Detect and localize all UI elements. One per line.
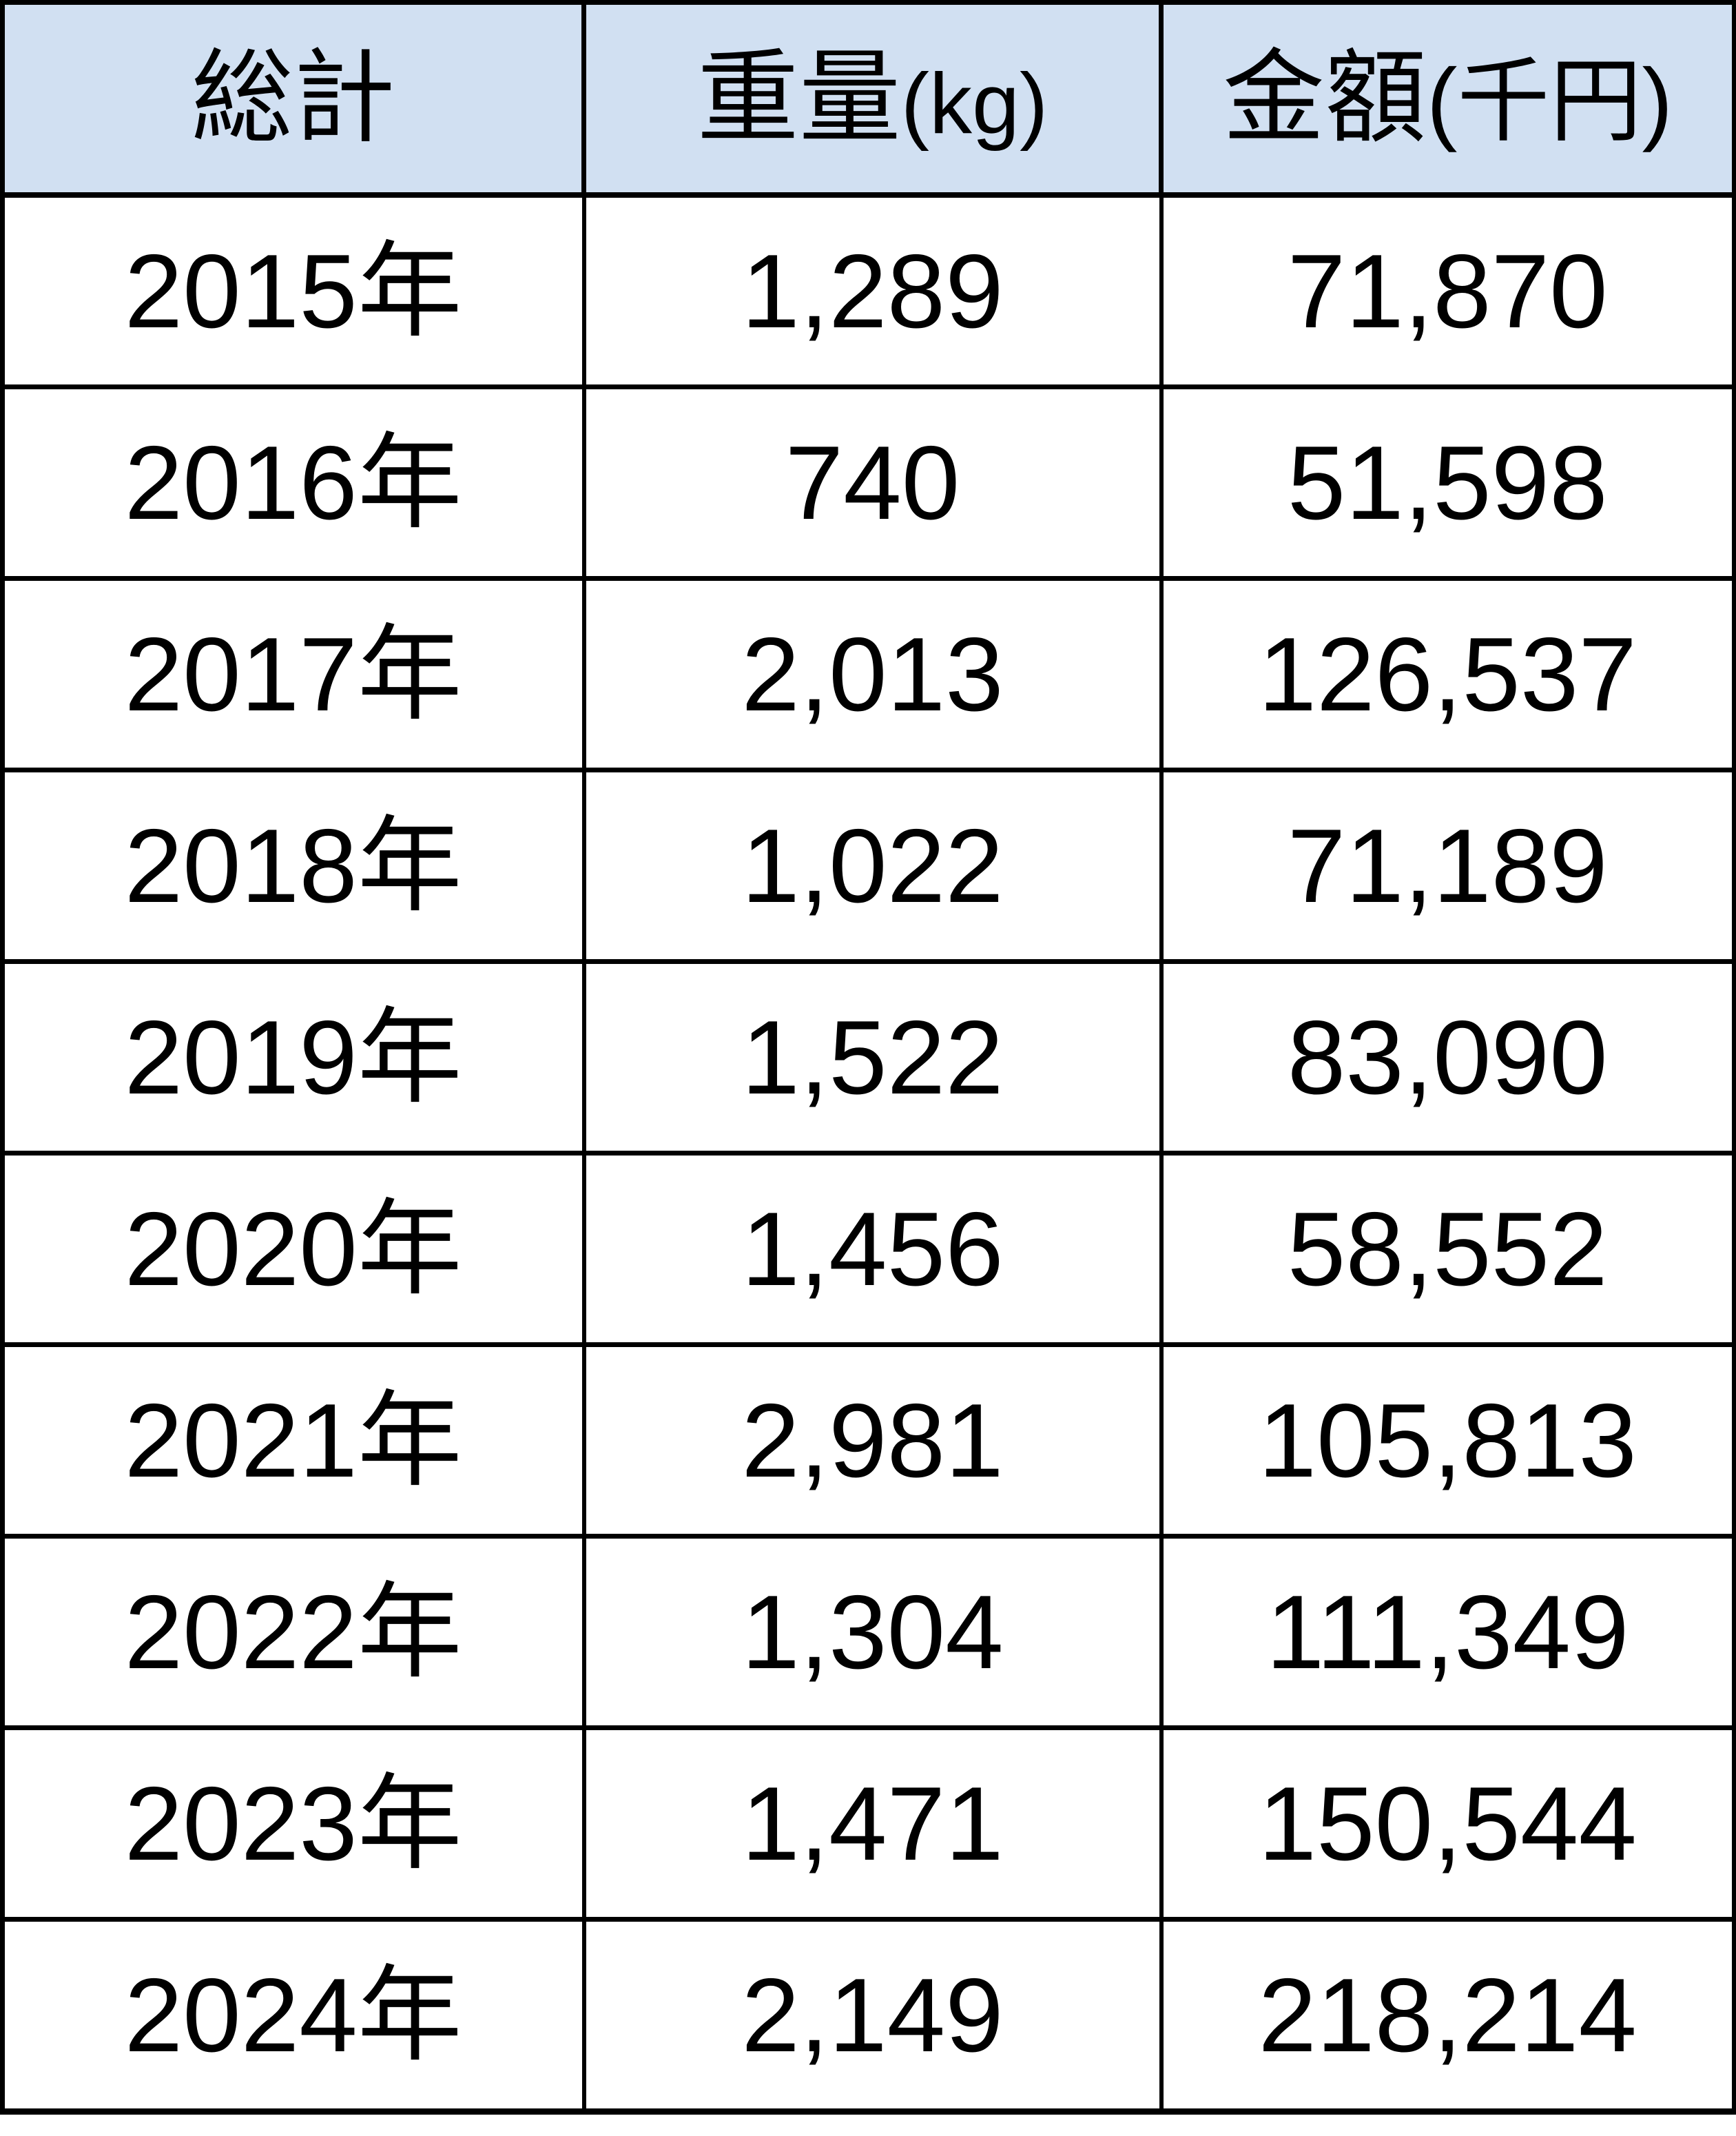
cell-amount: 51,598 <box>1161 387 1735 581</box>
table-row: 2017年 2,013 126,537 <box>2 578 1735 772</box>
cell-weight: 740 <box>583 387 1164 581</box>
cell-amount: 71,189 <box>1161 770 1735 964</box>
table-header: 総計 重量(kg) 金額(千円) <box>2 2 1735 198</box>
table-row: 2016年 740 51,598 <box>2 387 1735 581</box>
cell-weight: 2,149 <box>583 1919 1164 2112</box>
cell-amount: 83,090 <box>1161 961 1735 1156</box>
cell-year: 2021年 <box>2 1344 586 1539</box>
column-header-weight: 重量(kg) <box>583 2 1164 198</box>
column-header-weight-label: 重量 <box>696 41 901 155</box>
table-row: 2023年 1,471 150,544 <box>2 1727 1735 1922</box>
cell-amount: 58,552 <box>1161 1153 1735 1347</box>
cell-amount: 111,349 <box>1161 1536 1735 1730</box>
cell-weight: 2,981 <box>583 1344 1164 1539</box>
cell-weight: 1,289 <box>583 195 1164 389</box>
column-header-amount-unit: (千円) <box>1426 50 1673 153</box>
column-header-weight-unit: (kg) <box>900 57 1048 152</box>
cell-weight: 1,456 <box>583 1153 1164 1347</box>
cell-year: 2024年 <box>2 1919 586 2112</box>
table-body: 2015年 1,289 71,870 2016年 740 51,598 2017年 2,013… <box>2 195 1735 2112</box>
table-row: 2018年 1,022 71,189 <box>2 770 1735 964</box>
table-row: 2021年 2,981 105,813 <box>2 1344 1735 1539</box>
cell-amount: 105,813 <box>1161 1344 1735 1539</box>
cell-year: 2015年 <box>2 195 586 389</box>
cell-weight: 2,013 <box>583 578 1164 772</box>
table-row: 2020年 1,456 58,552 <box>2 1153 1735 1347</box>
cell-weight: 1,022 <box>583 770 1164 964</box>
cell-weight: 1,471 <box>583 1727 1164 1922</box>
column-header-year-label: 総計 <box>191 41 395 155</box>
cell-amount: 126,537 <box>1161 578 1735 772</box>
cell-year: 2016年 <box>2 387 586 581</box>
cell-weight: 1,304 <box>583 1536 1164 1730</box>
column-header-amount-label: 金額 <box>1222 41 1427 155</box>
cell-weight: 1,522 <box>583 961 1164 1156</box>
table-row: 2019年 1,522 83,090 <box>2 961 1735 1156</box>
cell-amount: 218,214 <box>1161 1919 1735 2112</box>
table-row: 2015年 1,289 71,870 <box>2 195 1735 389</box>
table-header-row: 総計 重量(kg) 金額(千円) <box>2 2 1735 198</box>
cell-year: 2022年 <box>2 1536 586 1730</box>
cell-year: 2018年 <box>2 770 586 964</box>
cell-year: 2017年 <box>2 578 586 772</box>
cell-year: 2020年 <box>2 1153 586 1347</box>
table-row: 2022年 1,304 111,349 <box>2 1536 1735 1730</box>
column-header-amount: 金額(千円) <box>1161 2 1735 198</box>
cell-year: 2023年 <box>2 1727 586 1922</box>
column-header-year: 総計 <box>2 2 586 198</box>
cell-amount: 71,870 <box>1161 195 1735 389</box>
table-row: 2024年 2,149 218,214 <box>2 1919 1735 2112</box>
cell-year: 2019年 <box>2 961 586 1156</box>
cell-amount: 150,544 <box>1161 1727 1735 1922</box>
